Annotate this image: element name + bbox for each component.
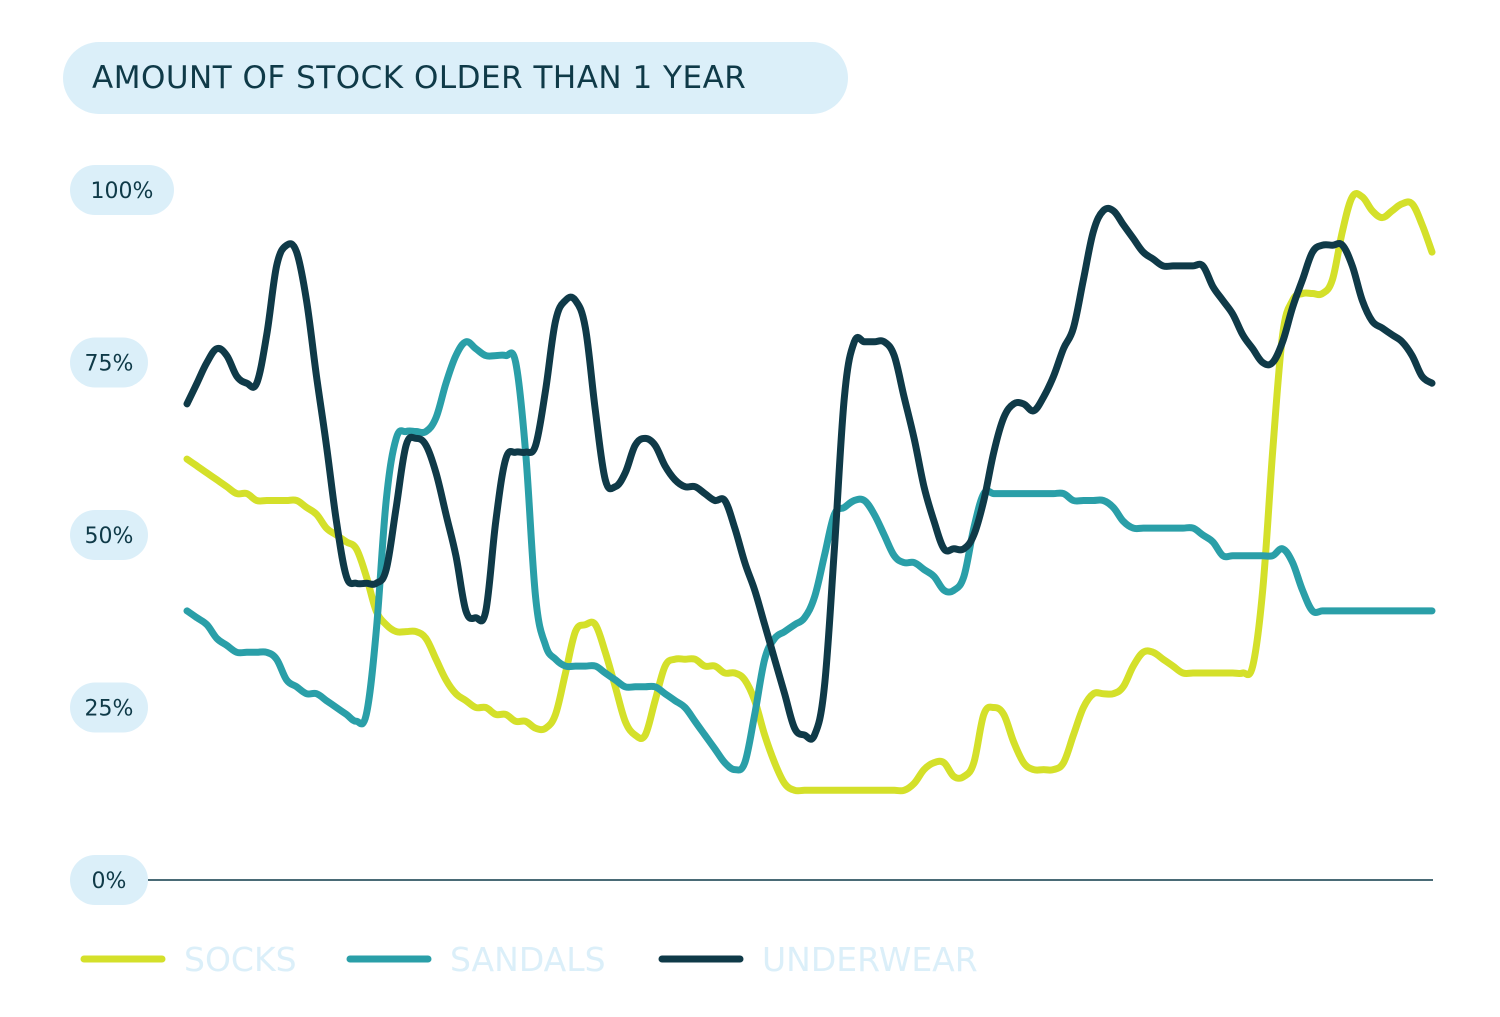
legend-label-sandals: SANDALS (450, 940, 606, 979)
legend-label-socks: SOCKS (184, 940, 297, 979)
y-tick-pill (70, 337, 148, 388)
chart-title-pill: AMOUNT OF STOCK OLDER THAN 1 YEAR (63, 42, 848, 114)
y-tick-pill (70, 682, 148, 733)
series-line-socks (183, 190, 1436, 795)
y-tick-pill (70, 165, 174, 215)
y-tick-pill (70, 855, 148, 905)
series-line-underwear (183, 204, 1436, 743)
series-line-sandals (183, 338, 1436, 774)
y-tick-label: 0% (92, 869, 127, 894)
y-tick-label: 75% (85, 352, 134, 377)
chart-title: AMOUNT OF STOCK OLDER THAN 1 YEAR (92, 60, 747, 96)
y-tick-pill (70, 510, 148, 560)
legend-label-underwear: UNDERWEAR (762, 940, 978, 979)
y-tick-label: 25% (85, 697, 134, 722)
y-tick-label: 100% (91, 179, 154, 204)
y-tick-label: 50% (85, 524, 134, 549)
